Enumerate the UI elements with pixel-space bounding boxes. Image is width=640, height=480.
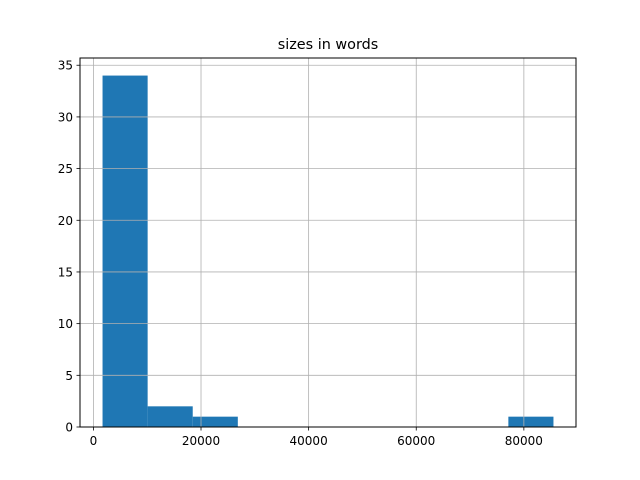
axes-frame [79,57,577,428]
y-tick-label: 10 [58,317,73,331]
histogram-bar [147,406,193,427]
histogram-bar [508,416,554,427]
y-tick-label: 30 [58,110,73,124]
x-tick-label: 0 [90,434,98,448]
x-tick-label: 40000 [290,434,328,448]
chart-title: sizes in words [278,37,379,53]
histogram-bar [192,416,238,427]
y-tick-label: 25 [58,162,73,176]
y-tick-label: 5 [65,369,73,383]
y-tick-label: 15 [58,265,73,279]
y-tick-label: 20 [58,214,73,228]
histogram-bar [102,75,148,428]
y-tick-label: 35 [58,59,73,73]
y-tick-label: 0 [65,421,73,435]
x-tick-label: 80000 [505,434,543,448]
x-tick-label: 20000 [182,434,220,448]
x-tick-label: 60000 [397,434,435,448]
